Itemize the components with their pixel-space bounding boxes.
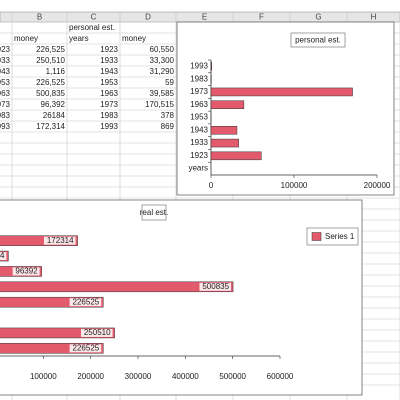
cell-text: 1983 — [0, 111, 11, 120]
cell-text: 59 — [165, 78, 174, 87]
cell-text: money — [14, 34, 38, 43]
cell-text: 1933 — [100, 56, 118, 65]
cell-text: 26184 — [43, 111, 66, 120]
legend-label: Series 1 — [325, 232, 355, 241]
x-tick-label: 100000 — [281, 181, 308, 190]
cell-text: 1963 — [100, 89, 118, 98]
bar — [210, 126, 238, 135]
bar — [210, 62, 212, 71]
column-header: F — [259, 13, 264, 22]
y-tick-label: 1993 — [190, 61, 208, 70]
column-header: H — [371, 13, 377, 22]
x-tick-label: 200000 — [364, 181, 391, 190]
x-tick-label: 300000 — [125, 372, 152, 381]
cell-text: 96,392 — [41, 100, 66, 109]
bar — [0, 235, 78, 246]
x-tick-label: 200000 — [77, 372, 104, 381]
bar — [0, 327, 115, 339]
column-header-bar — [0, 11, 400, 23]
y-tick-label: 1963 — [190, 100, 208, 109]
cell-text: 33,300 — [150, 56, 175, 65]
data-label: 500835 — [202, 282, 229, 291]
data-label: 226525 — [73, 297, 100, 306]
cell-text: 170,515 — [145, 100, 174, 109]
cell-text: 1923 — [0, 45, 11, 54]
y-tick-label: 1943 — [190, 125, 208, 134]
bar — [210, 151, 262, 161]
cell-text: 1973 — [0, 100, 11, 109]
data-label: 26184 — [0, 251, 5, 260]
y-tick-label: 1953 — [190, 113, 208, 122]
cell-text: 226,525 — [36, 78, 65, 87]
x-tick-label: 400000 — [172, 372, 199, 381]
cell-text: 172,314 — [36, 122, 65, 131]
y-tick-label: 1983 — [190, 74, 208, 83]
data-label-box — [199, 282, 232, 291]
chart-title: personal est. — [295, 36, 341, 45]
column-header: E — [202, 13, 207, 22]
y-tick-label: 1923 — [190, 151, 208, 160]
column-header: D — [145, 13, 151, 22]
cell-text: 1933 — [0, 56, 11, 65]
cell-text: 1953 — [0, 78, 11, 87]
data-label: 226525 — [73, 343, 100, 352]
x-tick-label: 100000 — [30, 372, 57, 381]
column-header: G — [315, 13, 321, 22]
cell-text: 1923 — [100, 45, 118, 54]
cell-text: 1983 — [100, 111, 118, 120]
cell-text: 1943 — [0, 67, 11, 76]
bar — [0, 281, 234, 293]
bar — [0, 343, 104, 354]
cell-text: 250,510 — [36, 56, 65, 65]
cell-text: 1,116 — [46, 67, 66, 76]
y-tick-label: years — [188, 164, 208, 173]
cell-text: 60,550 — [150, 45, 175, 54]
x-tick-label: 600000 — [267, 372, 294, 381]
data-label-box — [69, 344, 102, 353]
x-tick-label: 500000 — [219, 372, 246, 381]
column-header: B — [37, 13, 42, 22]
legend-swatch — [311, 232, 322, 241]
cell-text: 1993 — [100, 122, 118, 131]
bar — [0, 296, 104, 308]
x-tick-label: 0 — [209, 181, 214, 190]
cell-text: money — [122, 34, 146, 43]
bar — [210, 138, 239, 148]
cell-text: 869 — [161, 122, 175, 131]
column-header: C — [91, 13, 97, 22]
cell-text: 39,585 — [150, 89, 175, 98]
y-tick-label: 1933 — [190, 138, 208, 147]
data-label-box — [80, 328, 113, 337]
chart-title-box — [141, 204, 167, 221]
data-label: 96392 — [15, 267, 38, 276]
chart-title-box — [290, 32, 346, 48]
cell-text: 1973 — [100, 100, 118, 109]
chart-frame[interactable] — [176, 21, 395, 196]
cell-text: 31,290 — [150, 67, 175, 76]
cell-text: 1963 — [0, 89, 11, 98]
y-tick-label: 1973 — [190, 87, 208, 96]
cell-text: 378 — [161, 111, 175, 120]
bar — [210, 87, 353, 97]
cell-text: 226,525 — [36, 45, 65, 54]
cell-text: years — [69, 34, 89, 43]
bar — [210, 100, 245, 109]
cell-text: 1993 — [0, 122, 11, 131]
data-label-box — [12, 267, 40, 276]
data-label-box — [69, 298, 102, 307]
data-label: 250510 — [84, 328, 111, 337]
cell-text: 500,835 — [36, 89, 65, 98]
data-label-box — [43, 236, 76, 245]
cell-text: 1953 — [100, 78, 118, 87]
chart-title: real est. — [140, 208, 168, 217]
data-label: 172314 — [47, 236, 74, 245]
cell-text: personal est. — [69, 23, 115, 32]
cell-text: 1943 — [100, 67, 118, 76]
data-label-box — [0, 252, 7, 261]
